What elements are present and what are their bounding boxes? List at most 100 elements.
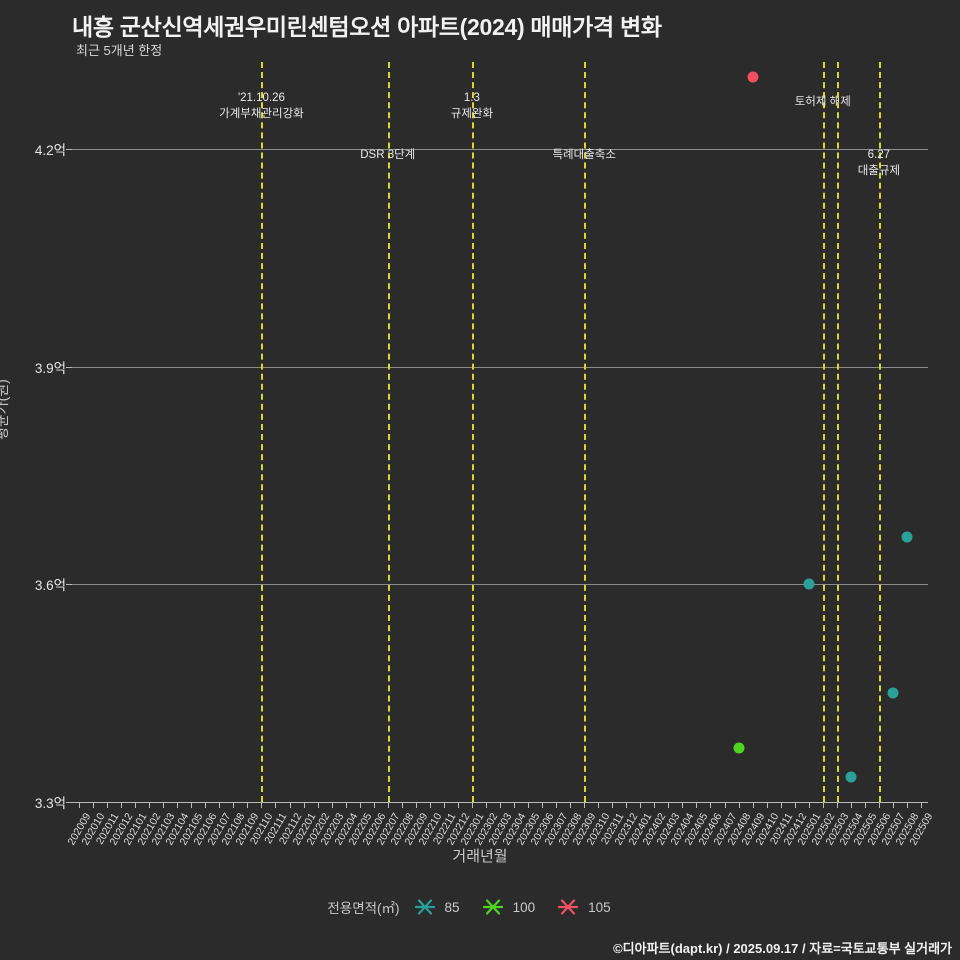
star-marker-icon <box>482 899 503 915</box>
x-tick-mark <box>177 802 179 808</box>
annotation-label-a4: 특례대출축소 <box>552 149 616 161</box>
x-tick-mark <box>121 802 123 808</box>
annotation-label-a3: 1.3 규제완화 <box>450 92 494 120</box>
y-tick-mark <box>66 149 73 151</box>
x-tick-mark <box>906 802 908 808</box>
x-tick-mark <box>443 802 445 808</box>
x-tick-mark <box>892 802 894 808</box>
x-tick-mark <box>303 802 305 808</box>
annotation-line-a7 <box>878 62 881 802</box>
x-tick-mark <box>289 802 291 808</box>
legend-item-label: 100 <box>512 899 536 915</box>
x-tick-mark <box>79 802 81 808</box>
x-tick-mark <box>331 802 333 808</box>
y-axis-label: 평균가(원) <box>0 379 10 440</box>
x-tick-mark <box>107 802 109 808</box>
x-tick-mark <box>415 802 417 808</box>
x-axis: 202009 202010 202011 202012 202101 202102 2021… <box>65 802 935 872</box>
x-tick-mark <box>528 802 530 808</box>
x-tick-mark <box>864 802 866 808</box>
x-tick-mark <box>93 802 95 808</box>
x-tick-mark <box>640 802 642 808</box>
gridline <box>72 366 928 368</box>
annotation-line-a2 <box>387 62 390 802</box>
x-tick-mark <box>584 802 586 808</box>
legend-item-105[interactable]: 105 <box>557 897 611 917</box>
x-tick-mark <box>696 802 698 808</box>
x-axis-label: 거래년월 <box>452 848 508 865</box>
data-point[interactable] <box>747 71 759 82</box>
x-tick-mark <box>570 802 572 808</box>
annotation-line-a5 <box>822 62 825 802</box>
data-point[interactable] <box>845 771 857 783</box>
x-tick-mark <box>822 802 824 808</box>
x-tick-mark <box>401 802 403 808</box>
x-tick-mark <box>471 802 473 808</box>
x-tick-mark <box>247 802 249 808</box>
x-tick-mark <box>457 802 459 808</box>
x-tick-mark <box>373 802 375 808</box>
annotation-line-a3 <box>471 62 474 802</box>
x-tick-mark <box>429 802 431 808</box>
legend-item-label: 85 <box>444 899 460 915</box>
x-tick-mark <box>752 802 754 808</box>
x-tick-mark <box>920 802 922 808</box>
x-tick-mark <box>205 802 207 808</box>
x-tick-mark <box>345 802 347 808</box>
y-tick-label: 3.9억 <box>34 360 66 376</box>
x-tick-mark <box>500 802 501 808</box>
star-marker-icon <box>414 899 435 915</box>
y-tick-label: 4.2억 <box>34 143 66 159</box>
annotation-label-a1: '21.10.26 가계부채관리강화 <box>219 92 304 120</box>
data-point[interactable] <box>733 742 745 754</box>
x-tick-mark <box>149 802 151 808</box>
y-tick-label: 3.3억 <box>34 796 66 811</box>
annotation-line-a4 <box>584 62 587 802</box>
x-tick-mark <box>485 802 487 808</box>
x-tick-mark <box>668 802 670 808</box>
gridline <box>72 584 928 586</box>
x-tick-mark <box>387 802 389 808</box>
x-tick-mark <box>275 802 277 808</box>
x-tick-mark <box>556 802 558 808</box>
x-tick-mark <box>191 802 193 808</box>
x-tick-mark <box>135 802 137 808</box>
legend-item-label: 105 <box>588 899 611 915</box>
x-tick-mark <box>514 802 516 808</box>
x-tick-mark <box>878 802 880 808</box>
y-axis: 4.2억 3.9억 3.6억 3.3억 <box>0 62 73 811</box>
x-tick-mark <box>359 802 361 808</box>
x-tick-mark <box>542 802 544 808</box>
x-tick-mark <box>850 802 852 808</box>
y-tick-mark <box>66 584 73 586</box>
annotation-label-a2: DSR 3단계 <box>360 149 416 161</box>
legend-item-100[interactable]: 100 <box>482 897 536 917</box>
x-tick-mark <box>612 802 614 808</box>
y-tick-mark <box>66 802 73 803</box>
legend-title: 전용면적(㎡) <box>327 901 400 916</box>
legend-item-85[interactable]: 85 <box>414 897 460 917</box>
data-point[interactable] <box>887 687 899 699</box>
footer-bar <box>0 932 960 960</box>
x-tick-mark <box>163 802 165 808</box>
x-tick-mark <box>738 802 740 808</box>
x-tick-mark <box>766 802 768 808</box>
page-title: 내흥 군산신역세권우미린센텀오션 아파트(2024) 매매가격 변화 <box>72 14 662 40</box>
footer-credit: ©디아파트(dapt.kr) / 2025.09.17 / 자료=국토교통부 실… <box>613 941 952 956</box>
x-tick-mark <box>317 802 319 808</box>
annotation-line-a1 <box>261 62 264 802</box>
x-tick-mark <box>682 802 684 808</box>
x-tick-mark <box>836 802 838 808</box>
y-tick-mark <box>66 366 73 368</box>
annotation-label-a5: 토허제 해제 <box>794 96 851 108</box>
x-tick-mark <box>598 802 600 808</box>
x-tick-mark <box>710 802 712 808</box>
x-tick-mark <box>219 802 221 808</box>
data-point[interactable] <box>901 531 913 543</box>
gridline <box>72 149 928 151</box>
data-point[interactable] <box>803 578 815 590</box>
annotation-label-a7: 6.27 대출규제 <box>857 149 901 177</box>
x-tick-mark <box>808 802 810 808</box>
